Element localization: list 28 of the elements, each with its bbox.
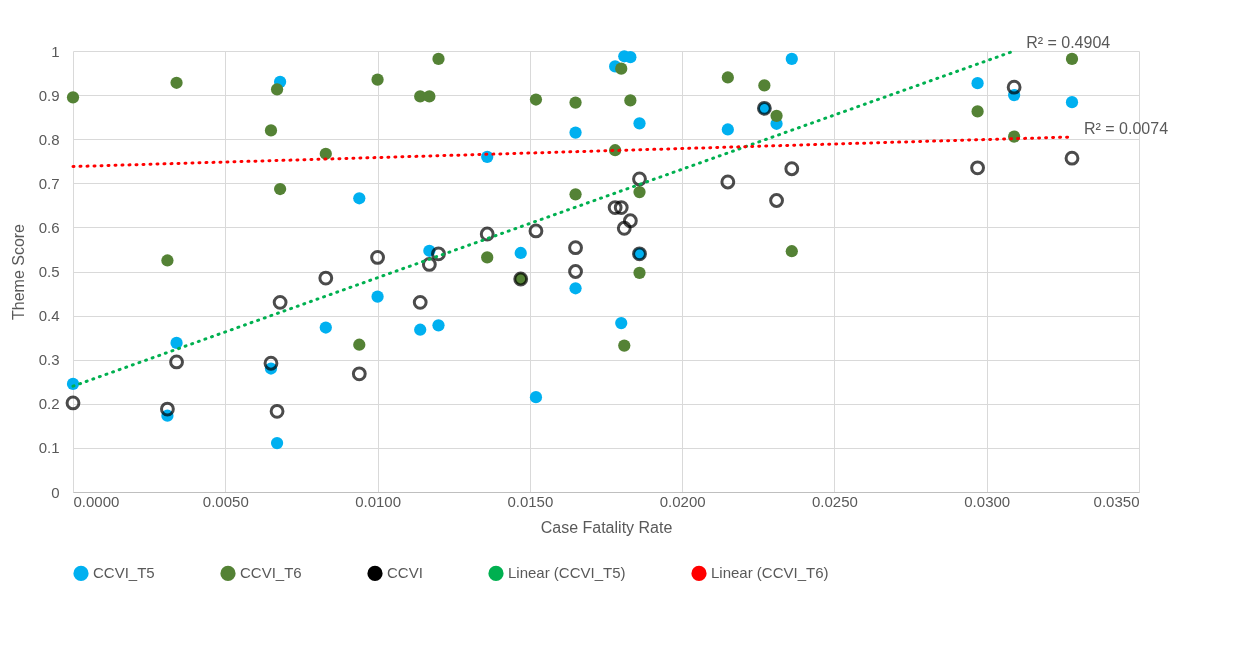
- x-axis-title: Case Fatality Rate: [540, 518, 673, 536]
- y-tick-label: 0.3: [38, 351, 60, 369]
- x-tick-label: 0.0200: [659, 492, 706, 510]
- x-tick-label: 0.0300: [964, 492, 1011, 510]
- x-tick-label: 0.0150: [507, 492, 554, 510]
- x-tick-label: 0.0000: [73, 492, 120, 510]
- x-tick-label: 0.0100: [355, 492, 402, 510]
- y-tick-label: 0.2: [38, 395, 60, 413]
- y-tick-label: 1: [51, 42, 60, 60]
- y-tick-label: 0.4: [38, 307, 60, 325]
- y-tick-label: 0: [51, 483, 60, 501]
- y-tick-label: 0.5: [38, 263, 60, 280]
- y-tick-label: 0.9: [38, 86, 60, 104]
- legend-label: CCVI_T5: [93, 564, 155, 582]
- y-tick-label: 0.8: [38, 130, 60, 148]
- y-tick-label: 0.1: [38, 439, 60, 457]
- legend-label: Linear (CCVI_T5): [508, 564, 626, 582]
- legend-label: Linear (CCVI_T6): [711, 564, 829, 582]
- x-tick-label: 0.0250: [811, 492, 858, 510]
- x-tick-label: 0.0350: [1093, 492, 1140, 510]
- annotation: R² = 0.4904: [1026, 34, 1111, 51]
- y-tick-label: 0.6: [38, 218, 60, 236]
- x-tick-label: 0.0050: [202, 492, 249, 510]
- y-axis-title: Theme Score: [9, 223, 27, 321]
- legend-label: CCVI_T6: [240, 564, 302, 582]
- annotation: R² = 0.0074: [1083, 120, 1169, 137]
- legend-label: CCVI: [387, 564, 423, 582]
- y-tick-label: 0.7: [38, 174, 60, 192]
